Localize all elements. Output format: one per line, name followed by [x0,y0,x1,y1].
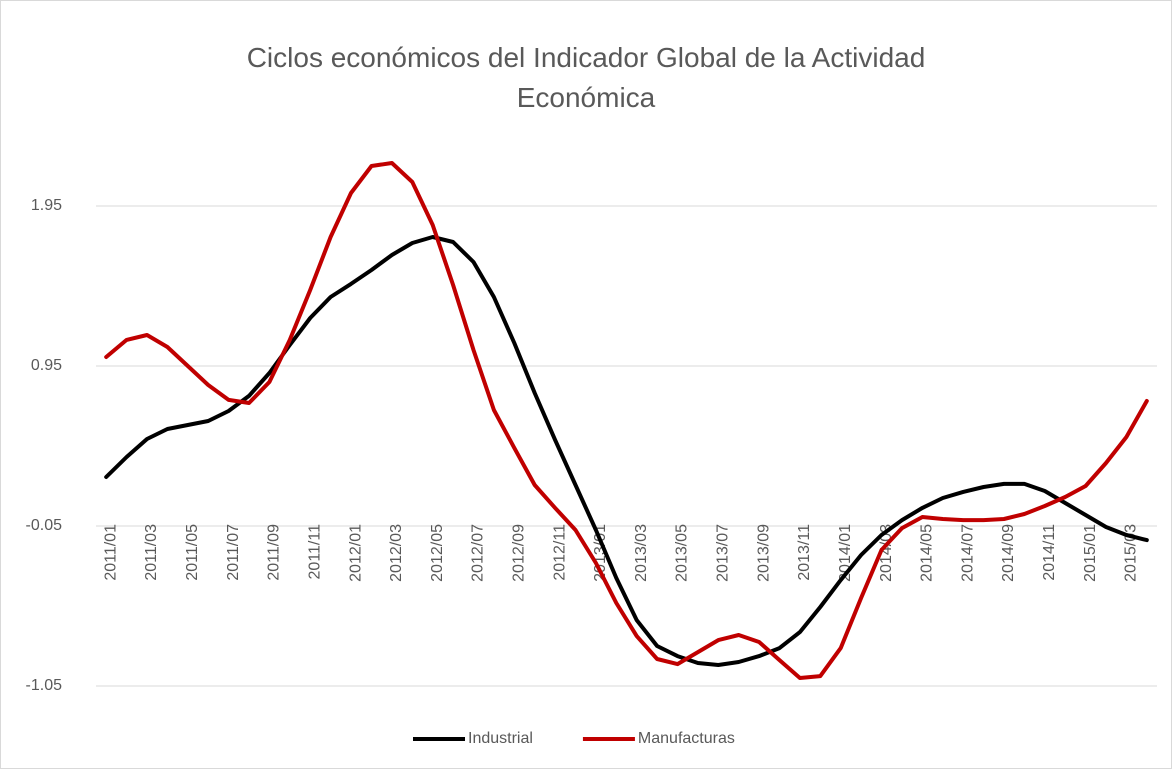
line-series [104,161,1149,680]
x-tick-label: 2011/05 [184,524,201,581]
legend-label: Manufacturas [638,730,735,747]
y-tick-label: -0.05 [26,517,63,534]
x-tick-label: 2012/03 [388,524,405,582]
x-tick-label: 2012/01 [347,524,364,582]
x-tick-label: 2013/07 [715,524,732,582]
x-tick-label: 2014/07 [959,524,976,582]
y-tick-label: 1.95 [31,197,62,214]
x-tick-label: 2013/05 [674,524,691,582]
chart-title: Ciclos económicos del Indicador Global d… [246,42,926,113]
x-tick-label: 2013/11 [796,524,813,581]
x-tick-label: 2014/09 [1000,524,1017,582]
x-tick-label: 2011/03 [143,524,160,581]
x-tick-label: 2014/11 [1041,524,1058,581]
y-tick-label: 0.95 [31,357,62,374]
x-tick-label: 2011/07 [225,524,242,581]
y-tick-label: -1.05 [26,677,63,694]
x-tick-label: 2014/05 [919,524,936,582]
x-tick-label: 2011/01 [102,524,119,581]
x-tick-label: 2012/07 [470,524,487,582]
x-tick-label: 2013/03 [633,524,650,582]
x-tick-label: 2012/05 [429,524,446,582]
x-tick-label: 2012/11 [551,524,568,581]
x-tick-label: 2011/09 [266,524,283,581]
legend-label: Industrial [468,730,533,747]
x-tick-label: 2011/11 [306,524,323,580]
x-tick-label: 2013/09 [755,524,772,582]
x-tick-label: 2015/01 [1082,524,1099,582]
x-tick-label: 2012/09 [510,524,527,582]
